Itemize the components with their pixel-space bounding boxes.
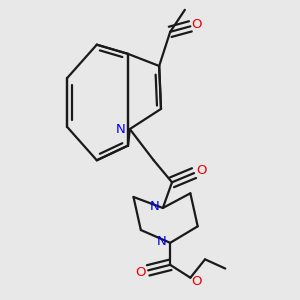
Text: O: O [196,164,206,177]
Text: N: N [149,200,159,214]
Text: O: O [192,275,202,288]
Text: O: O [192,18,202,31]
Text: O: O [136,266,146,278]
Text: N: N [157,235,166,248]
Text: N: N [116,123,125,136]
